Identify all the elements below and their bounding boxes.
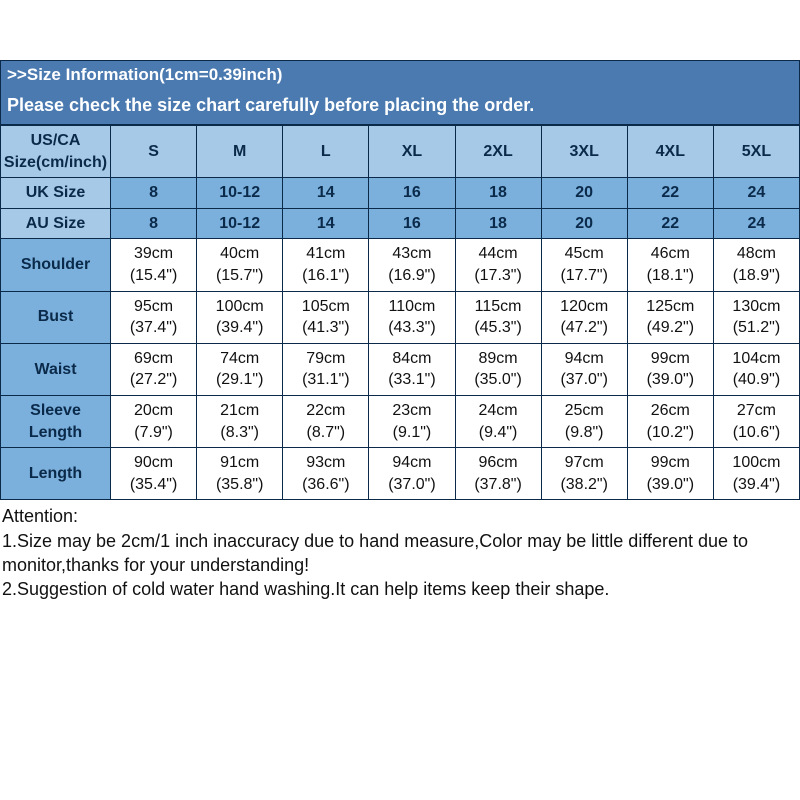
- measure-cell: 24cm(9.4"): [455, 395, 541, 447]
- measure-cell: 74cm(29.1"): [197, 343, 283, 395]
- measure-cell: 105cm(41.3"): [283, 291, 369, 343]
- measure-label: Bust: [1, 291, 111, 343]
- table-cell: 20: [541, 208, 627, 239]
- table-cell: 18: [455, 178, 541, 209]
- measure-row: Shoulder39cm(15.4")40cm(15.7")41cm(16.1"…: [1, 239, 800, 291]
- measure-cell: 125cm(49.2"): [627, 291, 713, 343]
- measure-cell: 46cm(18.1"): [627, 239, 713, 291]
- measure-label: Length: [1, 448, 111, 500]
- uk-size-row: UK Size 8 10-12 14 16 18 20 22 24: [1, 178, 800, 209]
- measure-cell: 100cm(39.4"): [713, 448, 799, 500]
- measure-cell: 99cm(39.0"): [627, 343, 713, 395]
- table-cell: 8: [111, 178, 197, 209]
- measure-cell: 94cm(37.0"): [541, 343, 627, 395]
- measure-cell: 99cm(39.0"): [627, 448, 713, 500]
- measure-cell: 25cm(9.8"): [541, 395, 627, 447]
- attention-block: Attention: 1.Size may be 2cm/1 inch inac…: [0, 500, 800, 601]
- table-cell: 22: [627, 178, 713, 209]
- measure-cell: 20cm(7.9"): [111, 395, 197, 447]
- size-col-s: S: [111, 126, 197, 178]
- measure-cell: 90cm(35.4"): [111, 448, 197, 500]
- measure-cell: 95cm(37.4"): [111, 291, 197, 343]
- measure-cell: 45cm(17.7"): [541, 239, 627, 291]
- table-cell: 16: [369, 178, 455, 209]
- table-cell: 8: [111, 208, 197, 239]
- measure-cell: 93cm(36.6"): [283, 448, 369, 500]
- table-cell: 10-12: [197, 178, 283, 209]
- measure-cell: 26cm(10.2"): [627, 395, 713, 447]
- measure-cell: 91cm(35.8"): [197, 448, 283, 500]
- size-col-l: L: [283, 126, 369, 178]
- au-size-row: AU Size 8 10-12 14 16 18 20 22 24: [1, 208, 800, 239]
- measure-cell: 44cm(17.3"): [455, 239, 541, 291]
- size-chart-table: US/CA Size(cm/inch) S M L XL 2XL 3XL 4XL…: [0, 125, 800, 500]
- measure-cell: 69cm(27.2"): [111, 343, 197, 395]
- measure-cell: 120cm(47.2"): [541, 291, 627, 343]
- title-bar: >>Size Information(1cm=0.39inch): [0, 60, 800, 89]
- measure-cell: 21cm(8.3"): [197, 395, 283, 447]
- measure-label: Waist: [1, 343, 111, 395]
- table-cell: 10-12: [197, 208, 283, 239]
- measure-cell: 39cm(15.4"): [111, 239, 197, 291]
- header-first-col: US/CA Size(cm/inch): [1, 126, 111, 178]
- size-col-5xl: 5XL: [713, 126, 799, 178]
- table-cell: 20: [541, 178, 627, 209]
- measure-cell: 79cm(31.1"): [283, 343, 369, 395]
- table-cell: 14: [283, 178, 369, 209]
- table-cell: 24: [713, 178, 799, 209]
- measure-row: Sleeve Length20cm(7.9")21cm(8.3")22cm(8.…: [1, 395, 800, 447]
- measure-cell: 130cm(51.2"): [713, 291, 799, 343]
- measure-cell: 41cm(16.1"): [283, 239, 369, 291]
- attention-line-2: 2.Suggestion of cold water hand washing.…: [2, 577, 798, 601]
- measure-cell: 27cm(10.6"): [713, 395, 799, 447]
- measure-cell: 43cm(16.9"): [369, 239, 455, 291]
- size-col-2xl: 2XL: [455, 126, 541, 178]
- notice-bar: Please check the size chart carefully be…: [0, 89, 800, 125]
- header-row: US/CA Size(cm/inch) S M L XL 2XL 3XL 4XL…: [1, 126, 800, 178]
- measure-label: Shoulder: [1, 239, 111, 291]
- measure-cell: 84cm(33.1"): [369, 343, 455, 395]
- size-col-4xl: 4XL: [627, 126, 713, 178]
- table-cell: 14: [283, 208, 369, 239]
- measure-cell: 23cm(9.1"): [369, 395, 455, 447]
- measure-cell: 96cm(37.8"): [455, 448, 541, 500]
- measure-cell: 100cm(39.4"): [197, 291, 283, 343]
- table-cell: 22: [627, 208, 713, 239]
- measure-cell: 115cm(45.3"): [455, 291, 541, 343]
- table-cell: 16: [369, 208, 455, 239]
- uk-size-label: UK Size: [1, 178, 111, 209]
- size-col-m: M: [197, 126, 283, 178]
- au-size-label: AU Size: [1, 208, 111, 239]
- table-cell: 24: [713, 208, 799, 239]
- measure-cell: 97cm(38.2"): [541, 448, 627, 500]
- size-col-3xl: 3XL: [541, 126, 627, 178]
- measure-cell: 110cm(43.3"): [369, 291, 455, 343]
- measure-cell: 89cm(35.0"): [455, 343, 541, 395]
- measure-cell: 94cm(37.0"): [369, 448, 455, 500]
- attention-line-1: 1.Size may be 2cm/1 inch inaccuracy due …: [2, 529, 798, 578]
- measure-cell: 48cm(18.9"): [713, 239, 799, 291]
- measure-cell: 40cm(15.7"): [197, 239, 283, 291]
- table-cell: 18: [455, 208, 541, 239]
- measure-cell: 104cm(40.9"): [713, 343, 799, 395]
- measure-label: Sleeve Length: [1, 395, 111, 447]
- measure-row: Waist69cm(27.2")74cm(29.1")79cm(31.1")84…: [1, 343, 800, 395]
- size-col-xl: XL: [369, 126, 455, 178]
- attention-heading: Attention:: [2, 504, 798, 528]
- measure-cell: 22cm(8.7"): [283, 395, 369, 447]
- measure-row: Bust95cm(37.4")100cm(39.4")105cm(41.3")1…: [1, 291, 800, 343]
- measure-row: Length90cm(35.4")91cm(35.8")93cm(36.6")9…: [1, 448, 800, 500]
